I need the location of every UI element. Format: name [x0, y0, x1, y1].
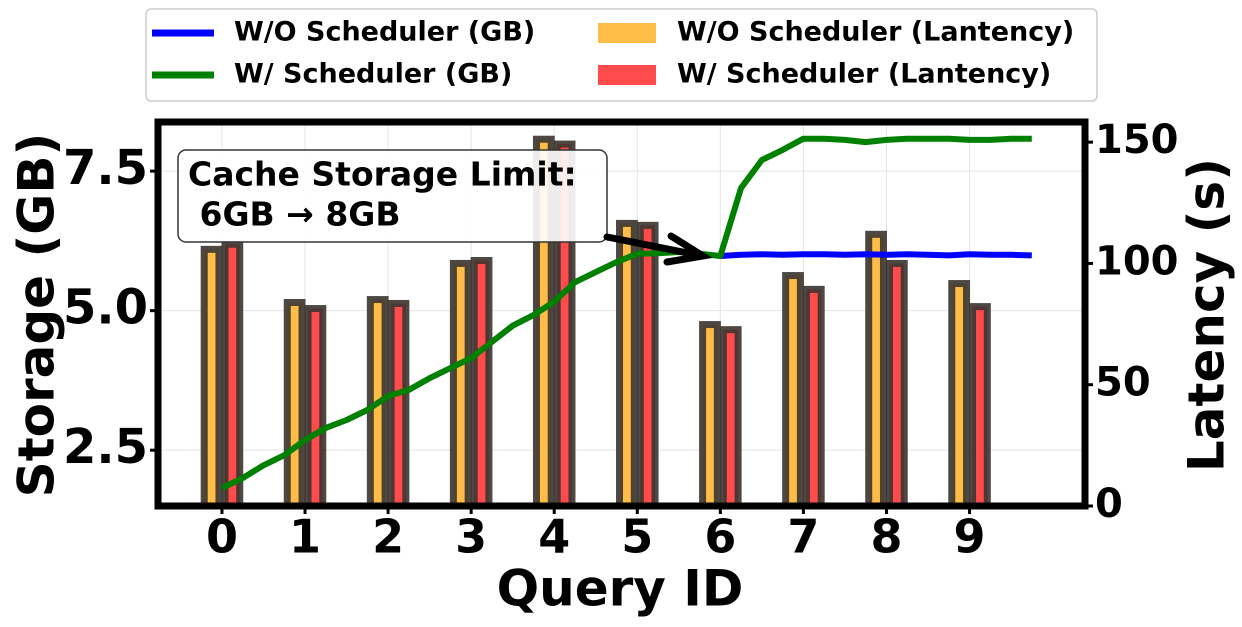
x-tick-label: 9: [954, 510, 986, 564]
x-tick-label: 4: [538, 510, 570, 564]
legend-label: W/ Scheduler (Lantency): [677, 59, 1051, 90]
y2-tick-label: 50: [1095, 360, 1151, 406]
bar: [304, 305, 327, 510]
bar: [470, 257, 493, 510]
y-tick-label: 2.5: [63, 419, 148, 475]
legend-label: W/O Scheduler (Lantency): [677, 17, 1074, 48]
legend-label: W/O Scheduler (GB): [234, 17, 535, 48]
x-tick-label: 3: [455, 510, 487, 564]
x-tick-label: 1: [289, 510, 321, 564]
legend-swatch: [598, 65, 656, 85]
y2-tick-label: 150: [1095, 117, 1179, 163]
legend: [145, 8, 1098, 102]
x-tick-label: 6: [704, 510, 736, 564]
x-tick-label: 8: [870, 510, 902, 564]
bar: [802, 285, 825, 510]
bar: [969, 303, 991, 510]
x-tick-label: 5: [621, 510, 653, 564]
legend-entries: W/O Scheduler (GB) W/ Scheduler (GB) W/O S…: [152, 17, 1074, 90]
bars: [200, 135, 991, 510]
plot-frame: [154, 118, 1089, 510]
line: [220, 135, 1032, 491]
y2-axis-label: Latency (s): [1178, 158, 1236, 472]
y-axis-label: Storage (GB): [8, 133, 66, 498]
bar: [283, 298, 306, 510]
bar: [699, 321, 721, 510]
bar: [782, 272, 804, 510]
annotation-line: 6GB → 8GB: [188, 195, 401, 234]
legend-swatch: [598, 23, 656, 43]
bar: [719, 326, 742, 510]
lines: [220, 135, 1032, 491]
y-tick-label: 5.0: [63, 280, 148, 336]
y-tick-label: 7.5: [63, 140, 148, 196]
bar: [616, 219, 638, 510]
bar: [948, 280, 971, 510]
bar: [200, 245, 223, 510]
bar: [885, 259, 908, 510]
bar: [221, 240, 244, 510]
y2-tick-label: 100: [1095, 238, 1179, 284]
x-tick-label: 2: [372, 510, 404, 564]
bar: [449, 259, 472, 510]
x-tick-label: 7: [787, 510, 819, 564]
annotation-box: [177, 149, 608, 243]
legend-label: W/ Scheduler (GB): [234, 59, 512, 90]
annotation-arrow: [603, 232, 713, 266]
bar: [387, 299, 410, 510]
annotation-line: Cache Storage Limit:: [188, 155, 577, 194]
x-tick-label: 0: [206, 510, 238, 564]
bar: [865, 230, 887, 510]
x-axis-label: Query ID: [497, 560, 744, 618]
line: [720, 251, 1032, 259]
bar: [636, 221, 659, 510]
y2-tick-label: 0: [1095, 481, 1123, 527]
